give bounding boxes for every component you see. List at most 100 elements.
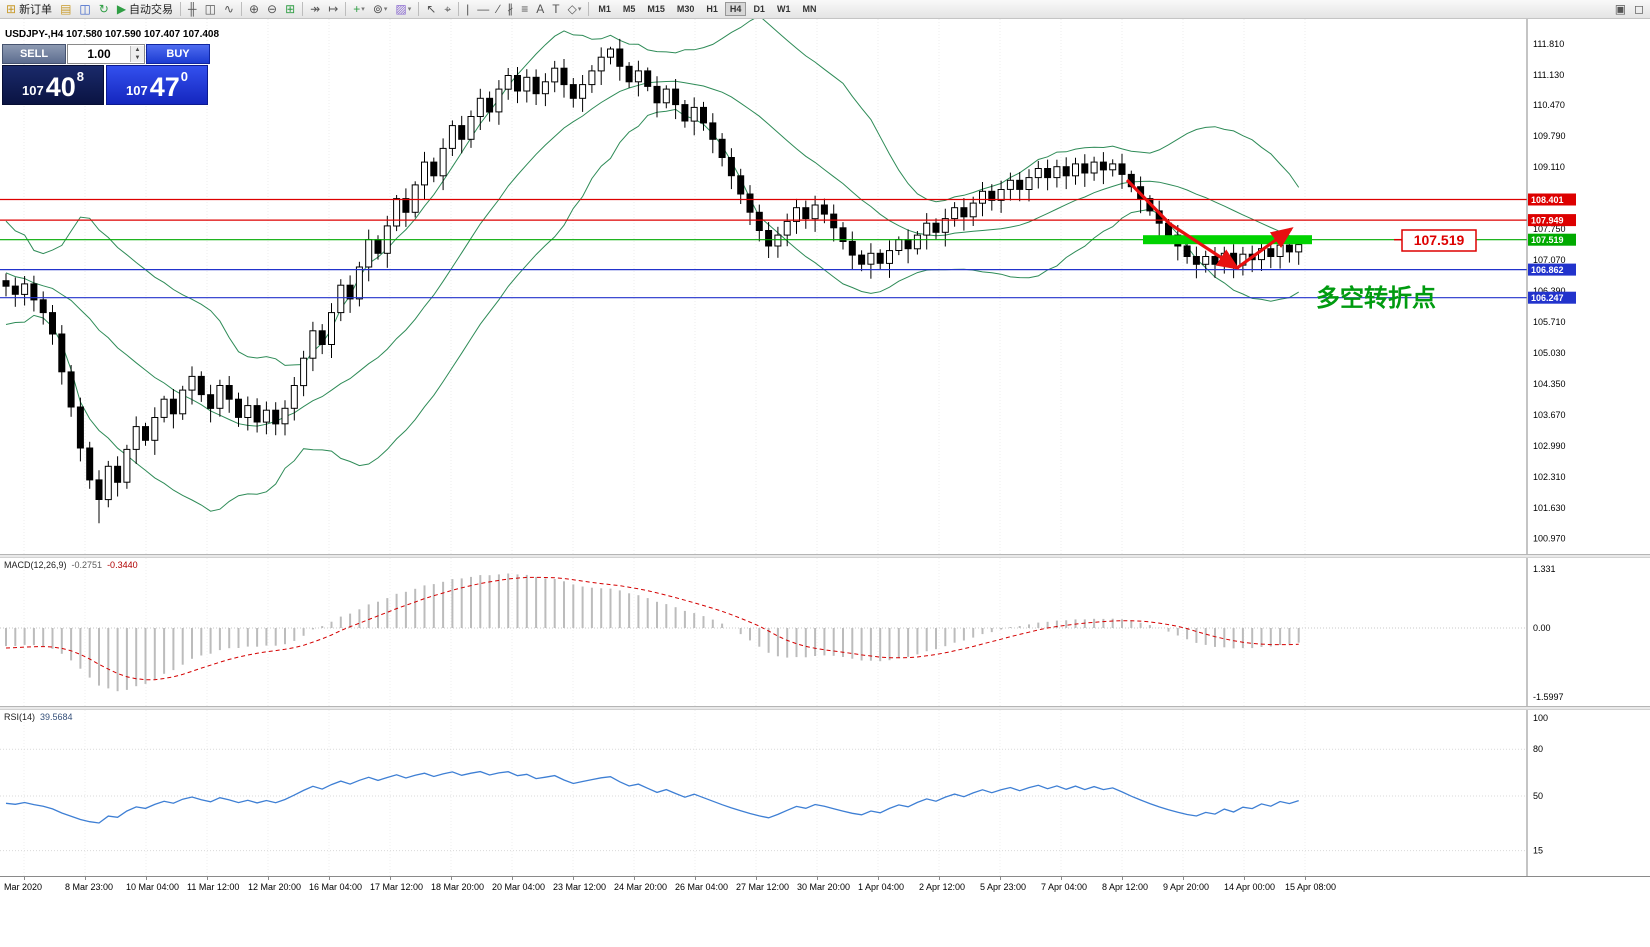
rsi-panel[interactable]: 100 80 50 15 bbox=[0, 710, 1650, 876]
bull-candle bbox=[123, 448, 131, 483]
bull-candle bbox=[179, 389, 187, 415]
templates-button[interactable]: ▨ ▾ bbox=[391, 0, 415, 19]
fibonacci-button[interactable]: ≡ bbox=[517, 0, 532, 19]
level-price-tag[interactable] bbox=[1528, 233, 1576, 246]
timeframe-w1-button[interactable]: W1 bbox=[776, 4, 791, 14]
bear-candle bbox=[1192, 256, 1200, 265]
bear-candle bbox=[253, 405, 261, 423]
auto-scroll-button[interactable]: ↠ bbox=[306, 0, 324, 19]
annotation-text[interactable]: 多空转折点 bbox=[1316, 284, 1436, 312]
bear-candle bbox=[625, 65, 633, 83]
rsi-line bbox=[5, 770, 1299, 824]
macd-panel[interactable]: 1.331 0.00 -1.5997 bbox=[0, 558, 1650, 706]
panel-separator[interactable] bbox=[0, 554, 1650, 558]
bull-candle bbox=[969, 202, 977, 218]
bear-candle bbox=[960, 207, 968, 218]
cursor-button[interactable]: ↖ bbox=[422, 0, 440, 19]
horizontal-line-button[interactable]: — bbox=[473, 0, 493, 19]
time-tick bbox=[85, 877, 86, 880]
price-chart[interactable]: 多空转折点 107.519 111.810 111.130 110.470 109.790… bbox=[0, 19, 1650, 556]
bull-candle bbox=[1090, 161, 1098, 174]
rsi-header: RSI(14) 39.5684 bbox=[4, 712, 73, 722]
zoom-out-button[interactable]: ⊖ bbox=[263, 0, 281, 19]
crosshair-button[interactable]: ⌖ bbox=[440, 0, 455, 19]
time-tick bbox=[1183, 877, 1184, 880]
macd-value-main: -0.2751 bbox=[71, 560, 103, 570]
timeframe-m1-button[interactable]: M1 bbox=[598, 4, 611, 14]
volume-value[interactable]: 1.00 bbox=[87, 47, 111, 61]
buy-price-panel[interactable]: 107 47 0 bbox=[106, 65, 208, 105]
time-axis-label: 14 Apr 00:00 bbox=[1224, 882, 1276, 892]
refresh-icon[interactable]: ↻ bbox=[95, 0, 113, 19]
sell-button[interactable]: SELL bbox=[2, 44, 66, 64]
volume-spinner[interactable]: ▲ ▼ bbox=[130, 46, 144, 62]
bear-candle bbox=[114, 465, 122, 483]
text-label-button[interactable]: T bbox=[548, 0, 563, 19]
timeframe-m5-button[interactable]: M5 bbox=[622, 4, 636, 14]
periods-dropdown-icon[interactable]: ▾ bbox=[383, 6, 388, 13]
volume-down-icon[interactable]: ▼ bbox=[131, 54, 144, 62]
arrows-button[interactable]: ◇ ▾ bbox=[564, 0, 586, 19]
volume-stepper[interactable]: 1.00 ▲ ▼ bbox=[67, 44, 145, 64]
arrows-dropdown-icon[interactable]: ▾ bbox=[577, 6, 582, 13]
candlestick-chart-button[interactable]: ◫ bbox=[201, 0, 220, 19]
autotrading-button[interactable]: ▶ 自动交易 bbox=[113, 0, 177, 19]
periods-button[interactable]: ⊚ ▾ bbox=[369, 0, 392, 19]
trendline-button[interactable]: ∕ bbox=[493, 0, 503, 19]
trend-arrow[interactable] bbox=[1125, 178, 1240, 270]
support-zone-highlight[interactable] bbox=[1143, 235, 1312, 245]
equidistant-channel-button[interactable]: ∦ bbox=[503, 0, 517, 19]
new-order-button[interactable]: ⊞ 新订单 bbox=[2, 0, 56, 19]
timeframe-m15-button[interactable]: M15 bbox=[647, 4, 665, 14]
print-button[interactable]: ▣ bbox=[1611, 0, 1630, 19]
sell-price-panel[interactable]: 107 40 8 bbox=[2, 65, 104, 105]
buy-button[interactable]: BUY bbox=[146, 44, 210, 64]
trend-arrow[interactable] bbox=[1236, 227, 1294, 270]
panel-separator[interactable] bbox=[0, 706, 1650, 710]
timeframe-mn-button[interactable]: MN bbox=[802, 4, 817, 14]
chart-window-icon[interactable]: ▤ bbox=[56, 0, 75, 19]
time-tick bbox=[634, 877, 635, 880]
sell-price-pips: 40 bbox=[45, 72, 76, 102]
print-preview-button[interactable]: ◻ bbox=[1630, 0, 1648, 19]
timeframe-h4-button[interactable]: H4 bbox=[724, 2, 747, 16]
indicators-dropdown-icon[interactable]: ▾ bbox=[361, 6, 365, 13]
bear-candle bbox=[532, 76, 540, 95]
timeframe-d1-button[interactable]: D1 bbox=[753, 4, 765, 14]
level-price-tag[interactable] bbox=[1528, 263, 1576, 276]
vertical-line-button[interactable]: | bbox=[462, 0, 473, 19]
timeframe-h1-button[interactable]: H1 bbox=[706, 4, 718, 14]
bear-candle bbox=[346, 284, 354, 300]
macd-title: MACD(12,26,9) bbox=[4, 560, 67, 570]
time-tick bbox=[939, 877, 940, 880]
price-label-box[interactable]: 107.519 bbox=[1394, 229, 1477, 252]
text-button[interactable]: A bbox=[532, 0, 548, 19]
price-axis[interactable]: 111.810 111.130 110.470 109.790 109.110 108.4… bbox=[1526, 19, 1576, 556]
bar-chart-button[interactable]: ╫ bbox=[184, 0, 201, 19]
indicators-button[interactable]: + ▾ bbox=[349, 0, 369, 19]
line-chart-button[interactable]: ∿ bbox=[220, 0, 238, 19]
bull-candle bbox=[774, 234, 782, 247]
bull-candle bbox=[281, 407, 289, 425]
level-price-tag[interactable] bbox=[1528, 214, 1576, 227]
time-tick bbox=[24, 877, 25, 880]
volume-up-icon[interactable]: ▲ bbox=[131, 46, 144, 54]
sell-price-big-figure: 107 bbox=[22, 83, 44, 98]
zoom-in-button[interactable]: ⊕ bbox=[245, 0, 263, 19]
data-window-icon[interactable]: ◫ bbox=[75, 0, 94, 19]
templates-dropdown-icon[interactable]: ▾ bbox=[407, 6, 412, 13]
bull-candle bbox=[895, 239, 903, 252]
bull-candle bbox=[132, 426, 140, 450]
timeframe-m30-button[interactable]: M30 bbox=[676, 4, 695, 14]
tile-windows-button[interactable]: ⊞ bbox=[281, 0, 299, 19]
chart-shift-button[interactable]: ↦ bbox=[324, 0, 342, 19]
level-price-tag[interactable] bbox=[1528, 193, 1576, 206]
bear-candle bbox=[737, 175, 745, 195]
level-price-tag[interactable] bbox=[1528, 291, 1576, 304]
price-axis-label: 100.970 bbox=[1533, 533, 1566, 543]
toolbar-separator bbox=[458, 2, 460, 16]
time-axis[interactable]: Mar 2020 8 Mar 23:00 10 Mar 04:00 11 Mar 12… bbox=[0, 876, 1650, 903]
bear-candle bbox=[709, 122, 717, 140]
time-axis-label: 24 Mar 20:00 bbox=[614, 882, 668, 892]
price-axis-label: 109.110 bbox=[1533, 162, 1565, 172]
